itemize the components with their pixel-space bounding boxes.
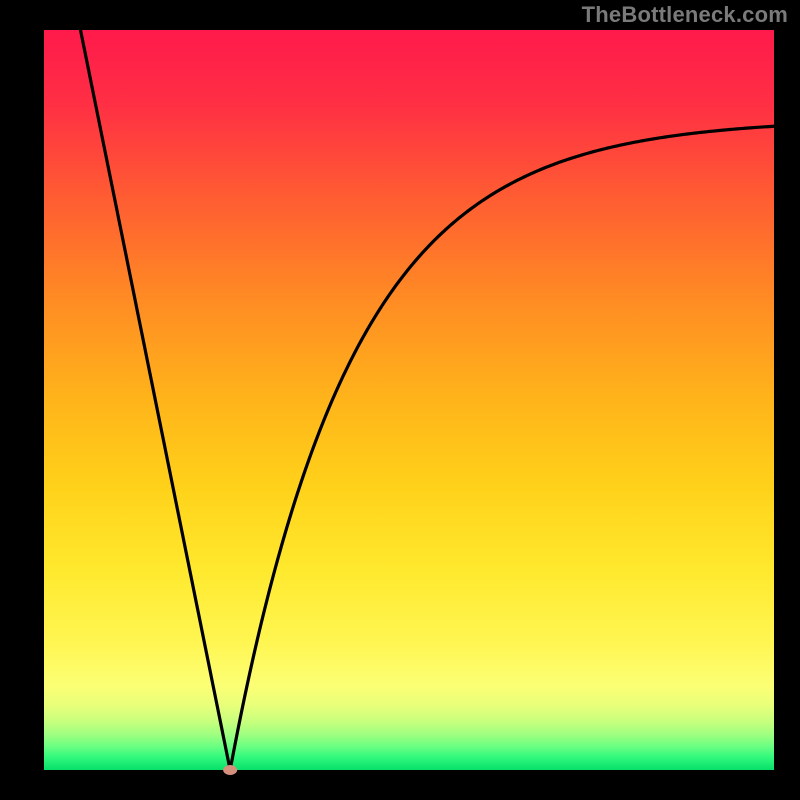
chart-frame: TheBottleneck.com [0,0,800,800]
min-point-marker [223,765,237,775]
plot-area [44,30,774,770]
bottleneck-chart [0,0,800,800]
